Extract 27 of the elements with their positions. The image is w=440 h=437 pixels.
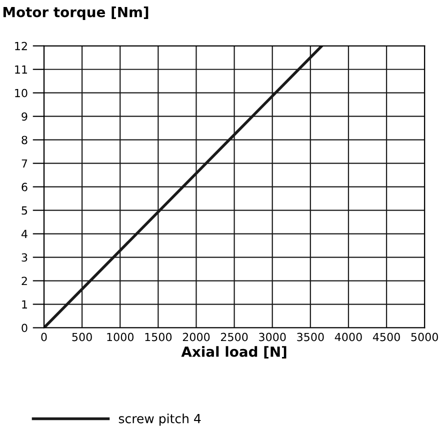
x-axis-title: Axial load [N] bbox=[181, 346, 286, 359]
x-tick-label: 4500 bbox=[372, 332, 400, 342]
y-tick-label: 1 bbox=[22, 300, 27, 308]
x-tick-label: 3000 bbox=[259, 332, 286, 342]
y-tick-label: 0 bbox=[22, 324, 28, 332]
x-tick-label: 3500 bbox=[297, 332, 324, 342]
y-tick-label: 12 bbox=[15, 42, 27, 50]
y-tick-label: 10 bbox=[15, 88, 28, 98]
x-tick-label: 2000 bbox=[182, 332, 210, 342]
x-tick-label: 5000 bbox=[411, 332, 438, 342]
y-tick-label: 11 bbox=[15, 65, 27, 74]
y-tick-label: 3 bbox=[22, 253, 28, 262]
y-tick-label: 2 bbox=[22, 276, 27, 285]
y-tick-label: 6 bbox=[22, 182, 28, 192]
y-tick-label: 7 bbox=[22, 159, 28, 168]
x-tick-label: 1500 bbox=[145, 332, 172, 342]
chart-title: Motor torque [Nm] bbox=[3, 6, 148, 20]
y-tick-label: 8 bbox=[22, 136, 28, 144]
text: screw pitch 4 bbox=[118, 414, 201, 426]
x-tick-label: 0 bbox=[41, 332, 47, 342]
x-tick-label: 2500 bbox=[220, 332, 248, 342]
x-tick-label: 4000 bbox=[334, 332, 362, 342]
x-tick-label: 1000 bbox=[107, 332, 134, 342]
x-tick-label: 500 bbox=[72, 332, 92, 342]
y-tick-label: 4 bbox=[22, 230, 28, 238]
y-tick-label: 5 bbox=[22, 206, 28, 215]
y-tick-label: 9 bbox=[22, 112, 28, 121]
